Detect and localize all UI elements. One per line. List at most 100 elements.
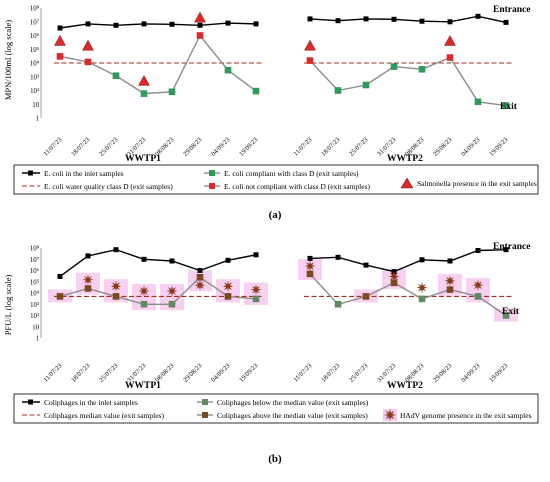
hadv-star-icon	[472, 279, 484, 291]
exit-point	[474, 98, 482, 106]
exit-point	[334, 87, 342, 94]
inlet-point	[335, 18, 341, 24]
panel-b-marks	[54, 247, 512, 319]
hadv-star-icon	[250, 284, 262, 296]
legend-a-compliant-text: E. coli compliant with class D (exit sam…	[224, 169, 359, 178]
x-tick-label: 19/09/23	[488, 136, 509, 157]
x-tick-label: 18/07/23	[320, 136, 341, 157]
hadv-star-icon	[388, 270, 400, 282]
x-tick-label: 19/09/23	[488, 362, 509, 383]
hadv-star-icon	[222, 280, 234, 292]
exit-point	[418, 66, 426, 73]
exit-point	[390, 279, 398, 287]
legend-a-compliant: E. coli compliant with class D (exit sam…	[204, 169, 359, 178]
legend-b-above-text: Coliphages above the median value (exit …	[217, 411, 368, 420]
panel-a-chart: MPN/100ml (log scale) 1 10 10² 10³ 10⁴ 10⁵ 10⁶…	[3, 5, 539, 221]
panel-b-group-wwtp2: WWTP2	[387, 381, 423, 391]
panel-b-legend: Coliphages in the inlet samples Coliphag…	[13, 393, 539, 424]
exit-point	[252, 87, 260, 95]
salmonella-marker-icon	[304, 39, 316, 51]
exit-series-line	[309, 56, 507, 107]
salmonella-marker-icon	[138, 74, 150, 86]
panel-b-y-tick-label: 10²	[30, 313, 39, 320]
x-tick-label: 04/09/23	[460, 362, 481, 383]
legend-a-salmonella-text: Salmonella presence in the exit samples	[417, 179, 537, 188]
inlet-point	[113, 22, 119, 28]
exit-point	[140, 90, 148, 97]
x-tick-label: 25/07/23	[348, 136, 369, 157]
inlet-point	[307, 255, 313, 261]
exit-point	[334, 300, 342, 308]
panel-b-y-tick-label: 10⁸	[30, 246, 40, 253]
panel-a-y-tick-label: 10²	[30, 88, 39, 95]
panel-b-y-tick-label: 10³	[30, 302, 39, 309]
legend-a-not-compliant: E. coli not compliant with class D (exit…	[204, 182, 371, 191]
x-tick-label: 11/07/23	[292, 136, 313, 157]
x-tick-label: 04/09/23	[460, 136, 481, 157]
panel-a-exit-label: Exit	[500, 102, 518, 112]
exit-point	[502, 312, 510, 319]
hadv-star-icon	[166, 285, 178, 297]
x-tick-label: 19/09/23	[238, 136, 259, 157]
panel-a-y-tick-label: 10	[32, 102, 39, 109]
legend-a-inlet: E. coli in the inlet samples	[22, 169, 124, 178]
inlet-point	[57, 25, 63, 31]
x-tick-label: 25/07/23	[348, 362, 369, 383]
inlet-point	[363, 262, 369, 268]
panel-a-y-tick-label: 10⁴	[30, 61, 40, 68]
x-tick-label: 29/08/23	[432, 136, 453, 157]
x-tick-label: 11/07/23	[42, 362, 63, 383]
legend-b-reference-text: Coliphages median value (exit samples)	[44, 411, 164, 420]
exit-series-line	[59, 276, 257, 305]
inlet-point	[503, 247, 509, 253]
panel-a-legend-box	[13, 164, 539, 195]
x-tick-label: 29/08/23	[182, 136, 203, 157]
inlet-series-line	[309, 15, 507, 24]
legend-b-below-text: Coliphages below the median value (exit …	[217, 398, 369, 407]
inlet-point	[85, 21, 91, 27]
x-tick-label: 25/07/23	[98, 362, 119, 383]
exit-point	[446, 286, 454, 293]
inlet-point	[419, 18, 425, 24]
inlet-point	[447, 19, 453, 25]
inlet-series-line	[59, 22, 257, 29]
inlet-point	[141, 21, 147, 27]
panel-a-y-tick-label: 10⁵	[30, 47, 40, 54]
panel-b-y-axis: PFU/L (log scale)	[3, 275, 13, 336]
legend-a-salmonella: Salmonella presence in the exit samples	[400, 177, 537, 189]
exit-point	[56, 53, 64, 60]
legend-a-reference-text: E. coli water quality class D (exit samp…	[44, 182, 173, 191]
exit-point	[56, 293, 64, 300]
panel-b-y-tick-label: 10⁵	[30, 279, 40, 286]
inlet-point	[57, 273, 63, 279]
inlet-point	[419, 257, 425, 263]
panel-b-y-tick-label: 1	[36, 336, 39, 343]
inlet-point	[391, 16, 397, 22]
exit-point	[112, 293, 120, 300]
exit-point	[168, 300, 176, 308]
panel-a-y-axis: MPN/100ml (log scale)	[3, 20, 13, 100]
legend-a-inlet-text: E. coli in the inlet samples	[44, 169, 124, 178]
panel-a-legend: E. coli in the inlet samples E. coli wat…	[13, 164, 539, 195]
hadv-star-icon	[304, 260, 316, 272]
legend-b-hadv-star-icon	[384, 409, 396, 421]
salmonella-marker-icon	[82, 39, 94, 51]
exit-point	[390, 63, 398, 70]
x-tick-label: 29/08/23	[432, 362, 453, 383]
inlet-point	[225, 20, 231, 26]
inlet-point	[475, 13, 481, 19]
panel-b-y-tick-label: 10⁷	[30, 257, 40, 264]
exit-point	[306, 270, 314, 278]
x-tick-label: 18/07/23	[70, 362, 91, 383]
panel-a-y-tick-label: 10⁸	[30, 6, 40, 13]
salmonella-marker-icon	[444, 34, 456, 46]
exit-point	[140, 300, 148, 308]
exit-point	[224, 66, 232, 74]
legend-b-below: Coliphages below the median value (exit …	[197, 398, 369, 407]
x-tick-label: 18/07/23	[320, 362, 341, 383]
legend-a-salmonella-triangle-icon	[400, 177, 414, 189]
legend-b-reference: Coliphages median value (exit samples)	[22, 411, 164, 420]
legend-a-not-compliant-text: E. coli not compliant with class D (exit…	[224, 182, 371, 191]
panel-a-y-tick-label: 10⁷	[30, 19, 40, 26]
